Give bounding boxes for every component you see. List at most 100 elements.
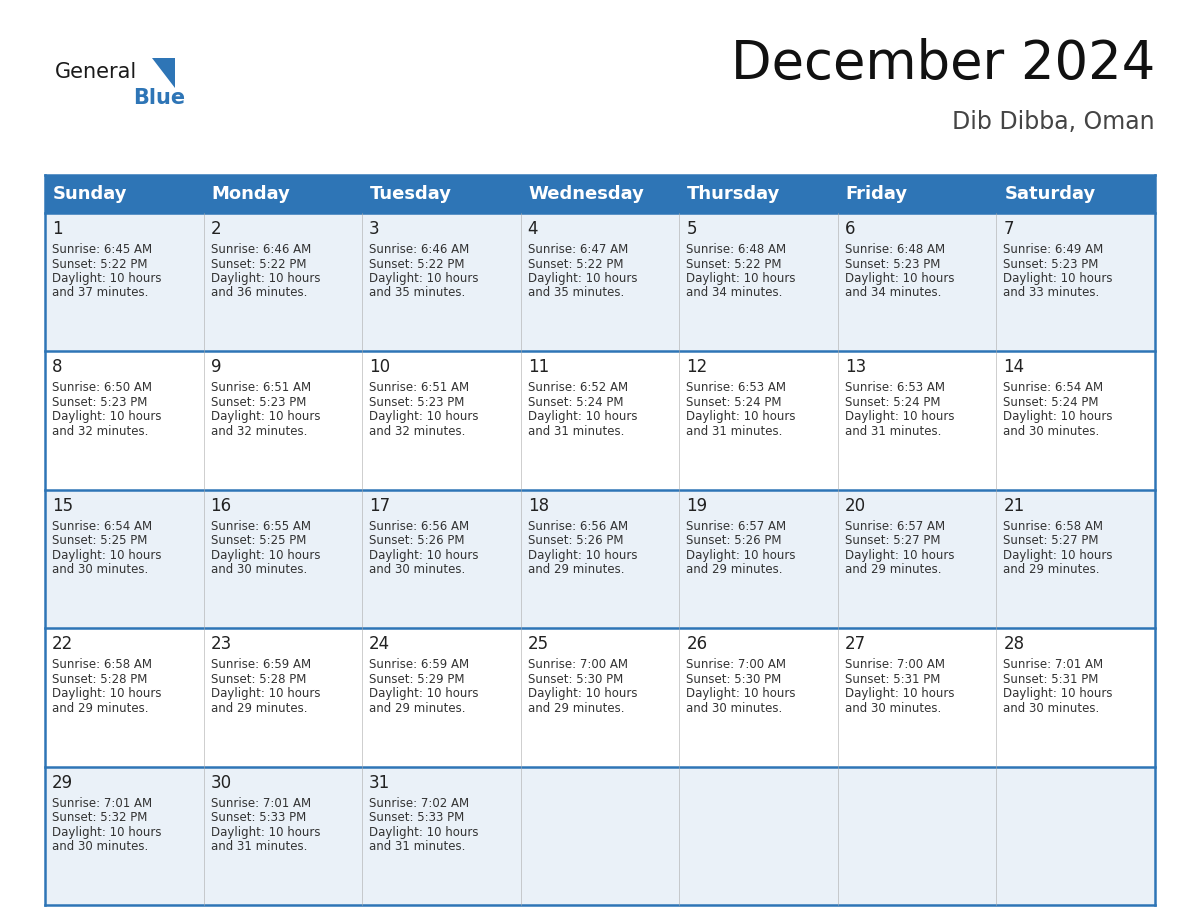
Text: Sunrise: 6:51 AM: Sunrise: 6:51 AM — [210, 381, 311, 395]
Text: 22: 22 — [52, 635, 74, 654]
Text: 20: 20 — [845, 497, 866, 515]
Text: Sunset: 5:33 PM: Sunset: 5:33 PM — [369, 812, 465, 824]
Text: 31: 31 — [369, 774, 391, 791]
Text: Sunrise: 6:53 AM: Sunrise: 6:53 AM — [845, 381, 944, 395]
Text: Sunset: 5:24 PM: Sunset: 5:24 PM — [687, 396, 782, 409]
Text: Sunrise: 6:51 AM: Sunrise: 6:51 AM — [369, 381, 469, 395]
Text: Sunrise: 6:55 AM: Sunrise: 6:55 AM — [210, 520, 310, 532]
Text: Sunrise: 6:58 AM: Sunrise: 6:58 AM — [1004, 520, 1104, 532]
Text: Daylight: 10 hours: Daylight: 10 hours — [52, 688, 162, 700]
Bar — [45, 213, 1155, 352]
Text: 13: 13 — [845, 358, 866, 376]
Text: Sunset: 5:24 PM: Sunset: 5:24 PM — [1004, 396, 1099, 409]
Text: and 31 minutes.: and 31 minutes. — [845, 425, 941, 438]
Text: Sunset: 5:25 PM: Sunset: 5:25 PM — [52, 534, 147, 547]
Text: 4: 4 — [527, 220, 538, 238]
Text: and 29 minutes.: and 29 minutes. — [210, 701, 307, 715]
Text: Sunset: 5:23 PM: Sunset: 5:23 PM — [845, 258, 940, 271]
Text: Daylight: 10 hours: Daylight: 10 hours — [527, 410, 637, 423]
Text: and 31 minutes.: and 31 minutes. — [687, 425, 783, 438]
Text: 29: 29 — [52, 774, 74, 791]
Text: Sunrise: 6:52 AM: Sunrise: 6:52 AM — [527, 381, 627, 395]
Text: and 36 minutes.: and 36 minutes. — [210, 286, 307, 299]
Text: Sunrise: 6:46 AM: Sunrise: 6:46 AM — [369, 243, 469, 256]
Text: Sunset: 5:23 PM: Sunset: 5:23 PM — [369, 396, 465, 409]
Text: Sunset: 5:22 PM: Sunset: 5:22 PM — [52, 258, 147, 271]
Text: and 37 minutes.: and 37 minutes. — [52, 286, 148, 299]
Text: 12: 12 — [687, 358, 708, 376]
Text: Sunset: 5:27 PM: Sunset: 5:27 PM — [845, 534, 941, 547]
Text: Daylight: 10 hours: Daylight: 10 hours — [687, 549, 796, 562]
Text: Sunday: Sunday — [53, 185, 127, 203]
Text: 26: 26 — [687, 635, 707, 654]
Text: Sunrise: 6:45 AM: Sunrise: 6:45 AM — [52, 243, 152, 256]
Text: and 30 minutes.: and 30 minutes. — [369, 564, 466, 577]
Text: Monday: Monday — [211, 185, 290, 203]
Text: and 30 minutes.: and 30 minutes. — [1004, 701, 1100, 715]
Text: Thursday: Thursday — [688, 185, 781, 203]
Text: Sunrise: 6:56 AM: Sunrise: 6:56 AM — [369, 520, 469, 532]
Text: Daylight: 10 hours: Daylight: 10 hours — [687, 272, 796, 285]
Text: 1: 1 — [52, 220, 63, 238]
Text: Sunrise: 6:57 AM: Sunrise: 6:57 AM — [687, 520, 786, 532]
Text: and 30 minutes.: and 30 minutes. — [1004, 425, 1100, 438]
Text: Blue: Blue — [133, 88, 185, 108]
Text: General: General — [55, 62, 138, 82]
Text: Sunrise: 6:56 AM: Sunrise: 6:56 AM — [527, 520, 627, 532]
Text: Sunset: 5:22 PM: Sunset: 5:22 PM — [369, 258, 465, 271]
Text: Sunrise: 6:59 AM: Sunrise: 6:59 AM — [210, 658, 311, 671]
Text: and 30 minutes.: and 30 minutes. — [52, 840, 148, 853]
Text: Friday: Friday — [846, 185, 908, 203]
Text: 11: 11 — [527, 358, 549, 376]
Bar — [45, 490, 1155, 628]
Text: Sunset: 5:24 PM: Sunset: 5:24 PM — [845, 396, 941, 409]
Text: Daylight: 10 hours: Daylight: 10 hours — [369, 825, 479, 839]
Polygon shape — [152, 58, 175, 88]
Text: 24: 24 — [369, 635, 391, 654]
Text: and 31 minutes.: and 31 minutes. — [369, 840, 466, 853]
Text: 30: 30 — [210, 774, 232, 791]
Text: Sunset: 5:26 PM: Sunset: 5:26 PM — [527, 534, 624, 547]
Text: Daylight: 10 hours: Daylight: 10 hours — [369, 688, 479, 700]
Text: 23: 23 — [210, 635, 232, 654]
Text: 6: 6 — [845, 220, 855, 238]
Text: Sunset: 5:23 PM: Sunset: 5:23 PM — [210, 396, 307, 409]
Text: 19: 19 — [687, 497, 707, 515]
Text: Tuesday: Tuesday — [371, 185, 453, 203]
Text: Sunset: 5:26 PM: Sunset: 5:26 PM — [687, 534, 782, 547]
Text: Daylight: 10 hours: Daylight: 10 hours — [52, 410, 162, 423]
Text: Daylight: 10 hours: Daylight: 10 hours — [52, 549, 162, 562]
Text: Daylight: 10 hours: Daylight: 10 hours — [527, 549, 637, 562]
Text: 15: 15 — [52, 497, 74, 515]
Text: Sunrise: 6:46 AM: Sunrise: 6:46 AM — [210, 243, 311, 256]
Text: Sunrise: 6:49 AM: Sunrise: 6:49 AM — [1004, 243, 1104, 256]
Bar — [680, 175, 838, 213]
Text: Sunset: 5:23 PM: Sunset: 5:23 PM — [52, 396, 147, 409]
Text: and 30 minutes.: and 30 minutes. — [52, 564, 148, 577]
Text: Sunrise: 6:53 AM: Sunrise: 6:53 AM — [687, 381, 786, 395]
Text: Daylight: 10 hours: Daylight: 10 hours — [52, 272, 162, 285]
Text: Sunset: 5:27 PM: Sunset: 5:27 PM — [1004, 534, 1099, 547]
Text: 18: 18 — [527, 497, 549, 515]
Text: and 34 minutes.: and 34 minutes. — [845, 286, 941, 299]
Text: December 2024: December 2024 — [731, 38, 1155, 90]
Bar — [45, 175, 203, 213]
Text: Sunrise: 6:57 AM: Sunrise: 6:57 AM — [845, 520, 944, 532]
Text: and 29 minutes.: and 29 minutes. — [527, 701, 624, 715]
Bar — [362, 175, 520, 213]
Bar — [45, 352, 1155, 490]
Text: and 32 minutes.: and 32 minutes. — [369, 425, 466, 438]
Bar — [520, 175, 680, 213]
Text: 2: 2 — [210, 220, 221, 238]
Text: Daylight: 10 hours: Daylight: 10 hours — [52, 825, 162, 839]
Text: and 35 minutes.: and 35 minutes. — [369, 286, 466, 299]
Text: Sunset: 5:24 PM: Sunset: 5:24 PM — [527, 396, 624, 409]
Text: Daylight: 10 hours: Daylight: 10 hours — [845, 549, 954, 562]
Text: Daylight: 10 hours: Daylight: 10 hours — [369, 410, 479, 423]
Text: Daylight: 10 hours: Daylight: 10 hours — [687, 688, 796, 700]
Text: and 30 minutes.: and 30 minutes. — [845, 701, 941, 715]
Text: Sunset: 5:25 PM: Sunset: 5:25 PM — [210, 534, 307, 547]
Text: and 29 minutes.: and 29 minutes. — [845, 564, 941, 577]
Text: 9: 9 — [210, 358, 221, 376]
Text: Sunrise: 6:48 AM: Sunrise: 6:48 AM — [845, 243, 944, 256]
